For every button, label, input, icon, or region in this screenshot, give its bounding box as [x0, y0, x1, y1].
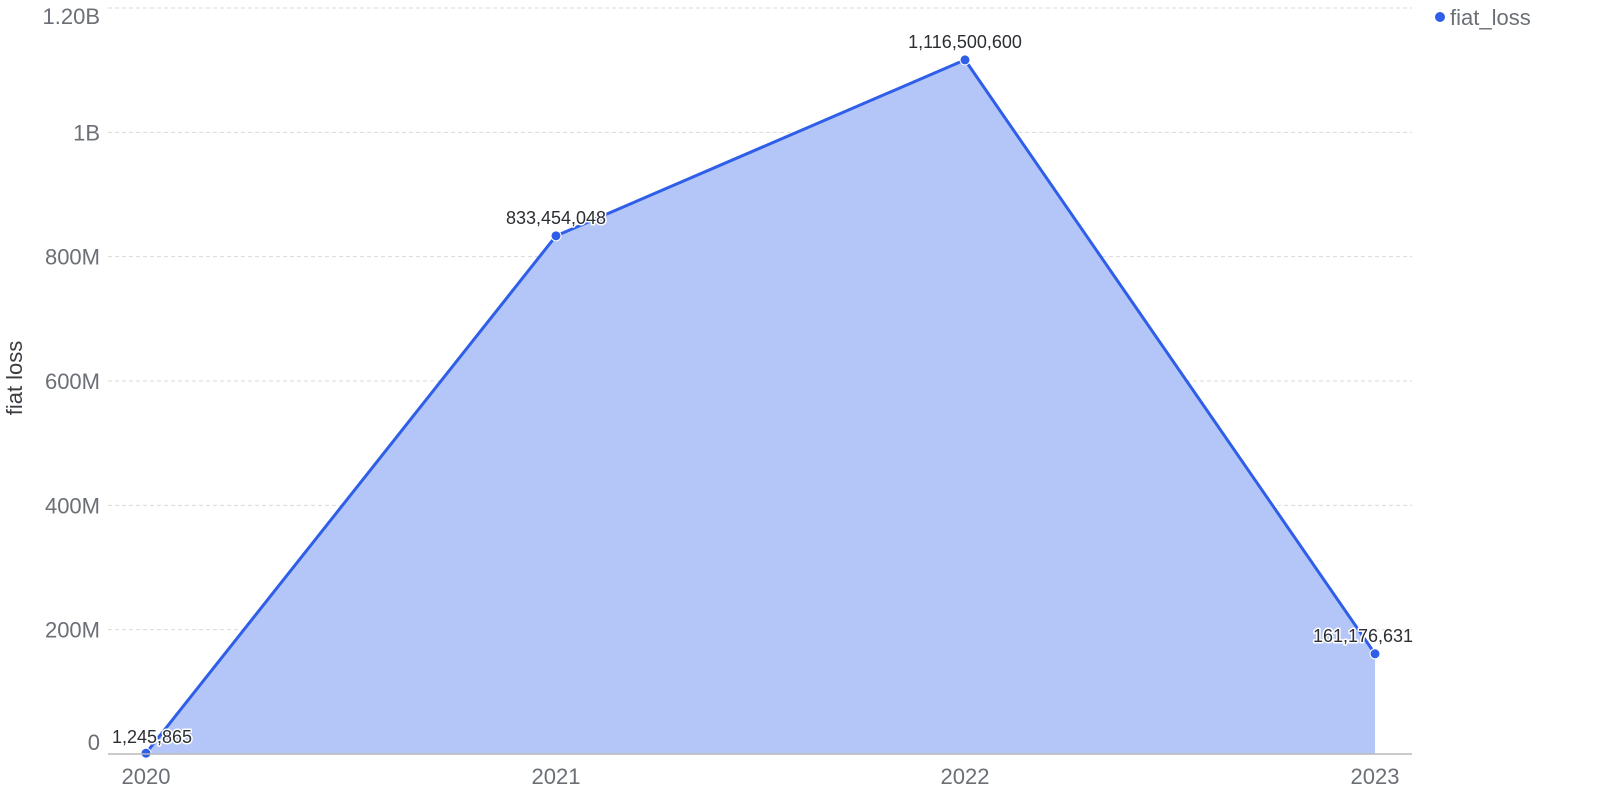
x-tick-label: 2021 [532, 764, 581, 789]
series-line [144, 58, 1377, 755]
legend-marker [1435, 12, 1445, 22]
area-fill [146, 59, 1375, 754]
data-point[interactable] [959, 54, 971, 66]
area-region [146, 59, 1375, 754]
data-label: 1,245,865 [112, 727, 192, 747]
series-line-fiat-loss [144, 58, 1377, 755]
y-tick-label: 0 [88, 730, 100, 755]
legend-item-fiat-loss[interactable]: fiat_loss [1450, 5, 1531, 30]
y-tick-label: 1B [73, 120, 100, 145]
x-tick-label: 2023 [1351, 764, 1400, 789]
y-axis-ticks: 0 200M 400M 600M 800M 1B 1.20B [43, 4, 101, 755]
data-points [140, 54, 1381, 759]
y-tick-label: 800M [45, 245, 100, 270]
y-tick-label: 600M [45, 369, 100, 394]
y-tick-label: 400M [45, 493, 100, 518]
x-tick-label: 2020 [122, 764, 171, 789]
data-label: 1,116,500,600 [908, 32, 1022, 52]
data-labels: 1,245,865 833,454,048 1,116,500,600 161,176… [110, 30, 1414, 748]
legend[interactable]: fiat_loss [1435, 5, 1531, 30]
data-label: 833,454,048 [506, 208, 606, 228]
x-axis-ticks: 2020 2021 2022 2023 [122, 764, 1400, 789]
y-tick-label: 1.20B [43, 4, 101, 29]
data-point[interactable] [140, 747, 152, 759]
data-label: 161,176,631 [1313, 626, 1413, 646]
data-point[interactable] [1369, 648, 1381, 660]
y-axis-label: fiat loss [2, 341, 27, 416]
y-tick-label: 200M [45, 618, 100, 643]
x-tick-label: 2022 [941, 764, 990, 789]
data-point[interactable] [550, 230, 562, 242]
